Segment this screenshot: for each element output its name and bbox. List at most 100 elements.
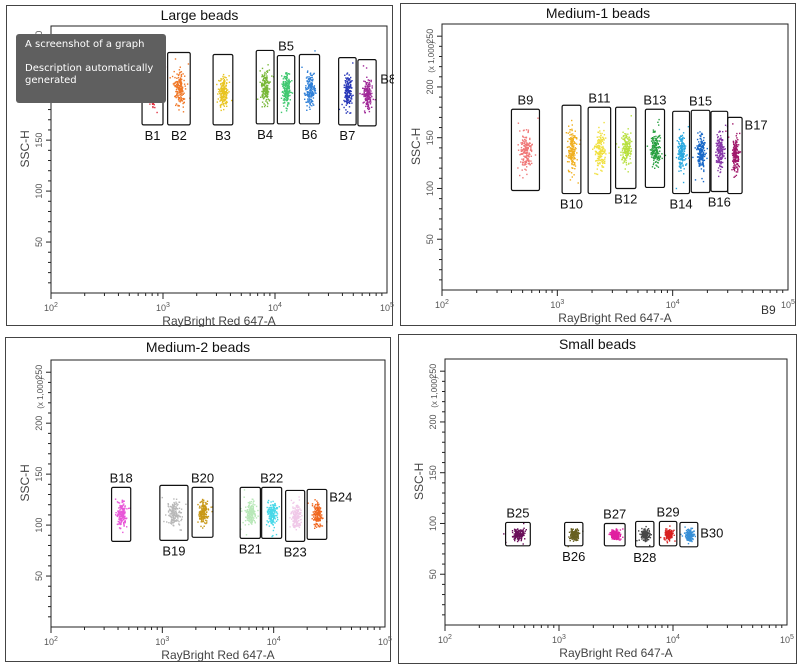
gate-label-b5: B5	[278, 39, 294, 54]
y-axis-label: SSC-H	[409, 128, 423, 165]
y-tick-label: 50	[425, 234, 435, 244]
gate-label-b24: B24	[329, 489, 352, 504]
dot-cloud-b27	[608, 528, 624, 541]
x-tick-label: 103	[550, 299, 564, 310]
dot-cloud-b4	[257, 64, 275, 108]
dot-cloud-b3	[216, 73, 233, 112]
y-tick-label: 50	[34, 237, 44, 247]
x-tick-label: 104	[268, 302, 282, 313]
gate-box-b22	[261, 486, 283, 539]
dot-cloud-b20	[197, 498, 214, 529]
dot-cloud-b9	[517, 117, 539, 179]
gate-box-b12	[614, 106, 637, 190]
gate-box-b7	[338, 56, 357, 126]
tooltip-line-1: A screenshot of a graph	[25, 39, 145, 50]
y-tick-label: 100	[428, 516, 438, 531]
gate-box-b8	[357, 59, 377, 127]
gate-label-b11: B11	[588, 90, 610, 105]
gate-label-b7: B7	[339, 128, 355, 143]
gate-box-b10	[561, 104, 582, 195]
dot-cloud-b29	[660, 525, 676, 544]
x-tick-label: 103	[552, 634, 566, 645]
gate-label-b19: B19	[162, 543, 185, 558]
x-axis-label: RayBright Red 647-A	[161, 648, 274, 662]
gate-box-b13	[644, 108, 666, 189]
x-tick-label: 102	[44, 636, 58, 647]
y-tick-label: 100	[425, 181, 435, 196]
dot-cloud-b15	[688, 131, 708, 183]
gate-box-b29	[658, 520, 678, 547]
gate-box-b4	[255, 49, 275, 125]
stray-gate-label: B9	[761, 303, 776, 317]
gate-box-b14	[672, 110, 691, 195]
x-tick-label: 102	[44, 302, 58, 313]
gate-label-b29: B29	[657, 504, 680, 519]
gate-box-b17	[727, 116, 743, 195]
gate-box-b9	[510, 108, 541, 192]
dot-cloud-b8	[359, 65, 376, 114]
gate-label-b28: B28	[633, 550, 656, 565]
y-tick-label: 50	[428, 569, 438, 579]
y-axis-label: SSC-H	[412, 463, 426, 500]
x-tick-label: 102	[438, 634, 452, 645]
gate-label-b12: B12	[614, 191, 637, 206]
dot-cloud-b16	[715, 124, 729, 178]
gate-label-b26: B26	[562, 549, 585, 564]
gate-label-b23: B23	[284, 544, 307, 559]
x-axis-label: RayBright Red 647-A	[162, 314, 275, 327]
y-tick-label: 150	[34, 133, 44, 148]
gate-label-b14: B14	[670, 197, 693, 212]
dot-cloud-b22	[265, 499, 280, 538]
gate-box-b6	[298, 53, 321, 125]
dot-cloud-b28	[636, 525, 652, 547]
plot-small-beads: 50 100 150 200 250(x 1,000) SSC-H 102 103 104 105…	[412, 358, 794, 660]
x-tick-label: 105	[378, 636, 392, 647]
x-axis-label: RayBright Red 647-A	[558, 311, 671, 325]
dot-cloud-b26	[567, 528, 584, 548]
y-tick-label: 100	[34, 518, 44, 533]
x-tick-label: 105	[780, 634, 794, 645]
x-axis-label: RayBright Red 647-A	[559, 646, 672, 660]
dot-cloud-b12	[615, 115, 633, 173]
gate-label-b9: B9	[517, 92, 533, 107]
chart-title: Medium-2 beads	[145, 339, 251, 355]
dot-cloud-b30	[680, 526, 696, 545]
x-tick-label: 104	[666, 299, 680, 310]
x-tick-label: 103	[155, 636, 169, 647]
gate-label-b10: B10	[560, 197, 583, 212]
plot-medium-2-beads: 50 100 150 200 250(x 1,000) SSC-H 102 103 104 105…	[18, 359, 392, 662]
gate-box-b18	[110, 486, 132, 542]
x-tick-label: 104	[267, 636, 281, 647]
gate-box-b23	[285, 489, 306, 542]
gate-box-b26	[564, 521, 584, 547]
gate-label-b1: B1	[145, 128, 161, 143]
gate-box-b20	[191, 486, 214, 538]
gate-box-b21	[239, 486, 261, 539]
chart-title: Medium-1 beads	[545, 5, 651, 21]
gate-label-b18: B18	[110, 470, 133, 485]
alt-text-tooltip: A screenshot of a graph Description auto…	[16, 34, 166, 103]
plot-frame	[50, 359, 386, 628]
dot-cloud-b24	[307, 499, 328, 529]
y-tick-label: 150	[425, 130, 435, 145]
dot-cloud-b25	[503, 522, 527, 545]
y-tick-label: 250	[425, 29, 435, 44]
dot-cloud-b14	[675, 126, 690, 190]
gate-label-b8: B8	[380, 72, 394, 87]
y-tick-label: 100	[34, 184, 44, 199]
dot-cloud-b23	[289, 496, 303, 531]
gate-box-b3	[212, 53, 234, 126]
gate-box-b30	[679, 521, 699, 548]
gate-box-b15	[690, 109, 711, 194]
y-unit-label: (x 1,000)	[430, 376, 439, 408]
gate-label-b6: B6	[302, 127, 318, 142]
gate-box-b5	[276, 54, 296, 125]
x-tick-label: 105	[781, 299, 795, 310]
gate-label-b2: B2	[171, 128, 187, 143]
plot-frame	[441, 23, 789, 291]
y-axis-label: SSC-H	[18, 130, 32, 167]
dot-cloud-b21	[240, 489, 259, 536]
dot-cloud-b19	[161, 496, 187, 531]
y-tick-label: 150	[34, 467, 44, 482]
